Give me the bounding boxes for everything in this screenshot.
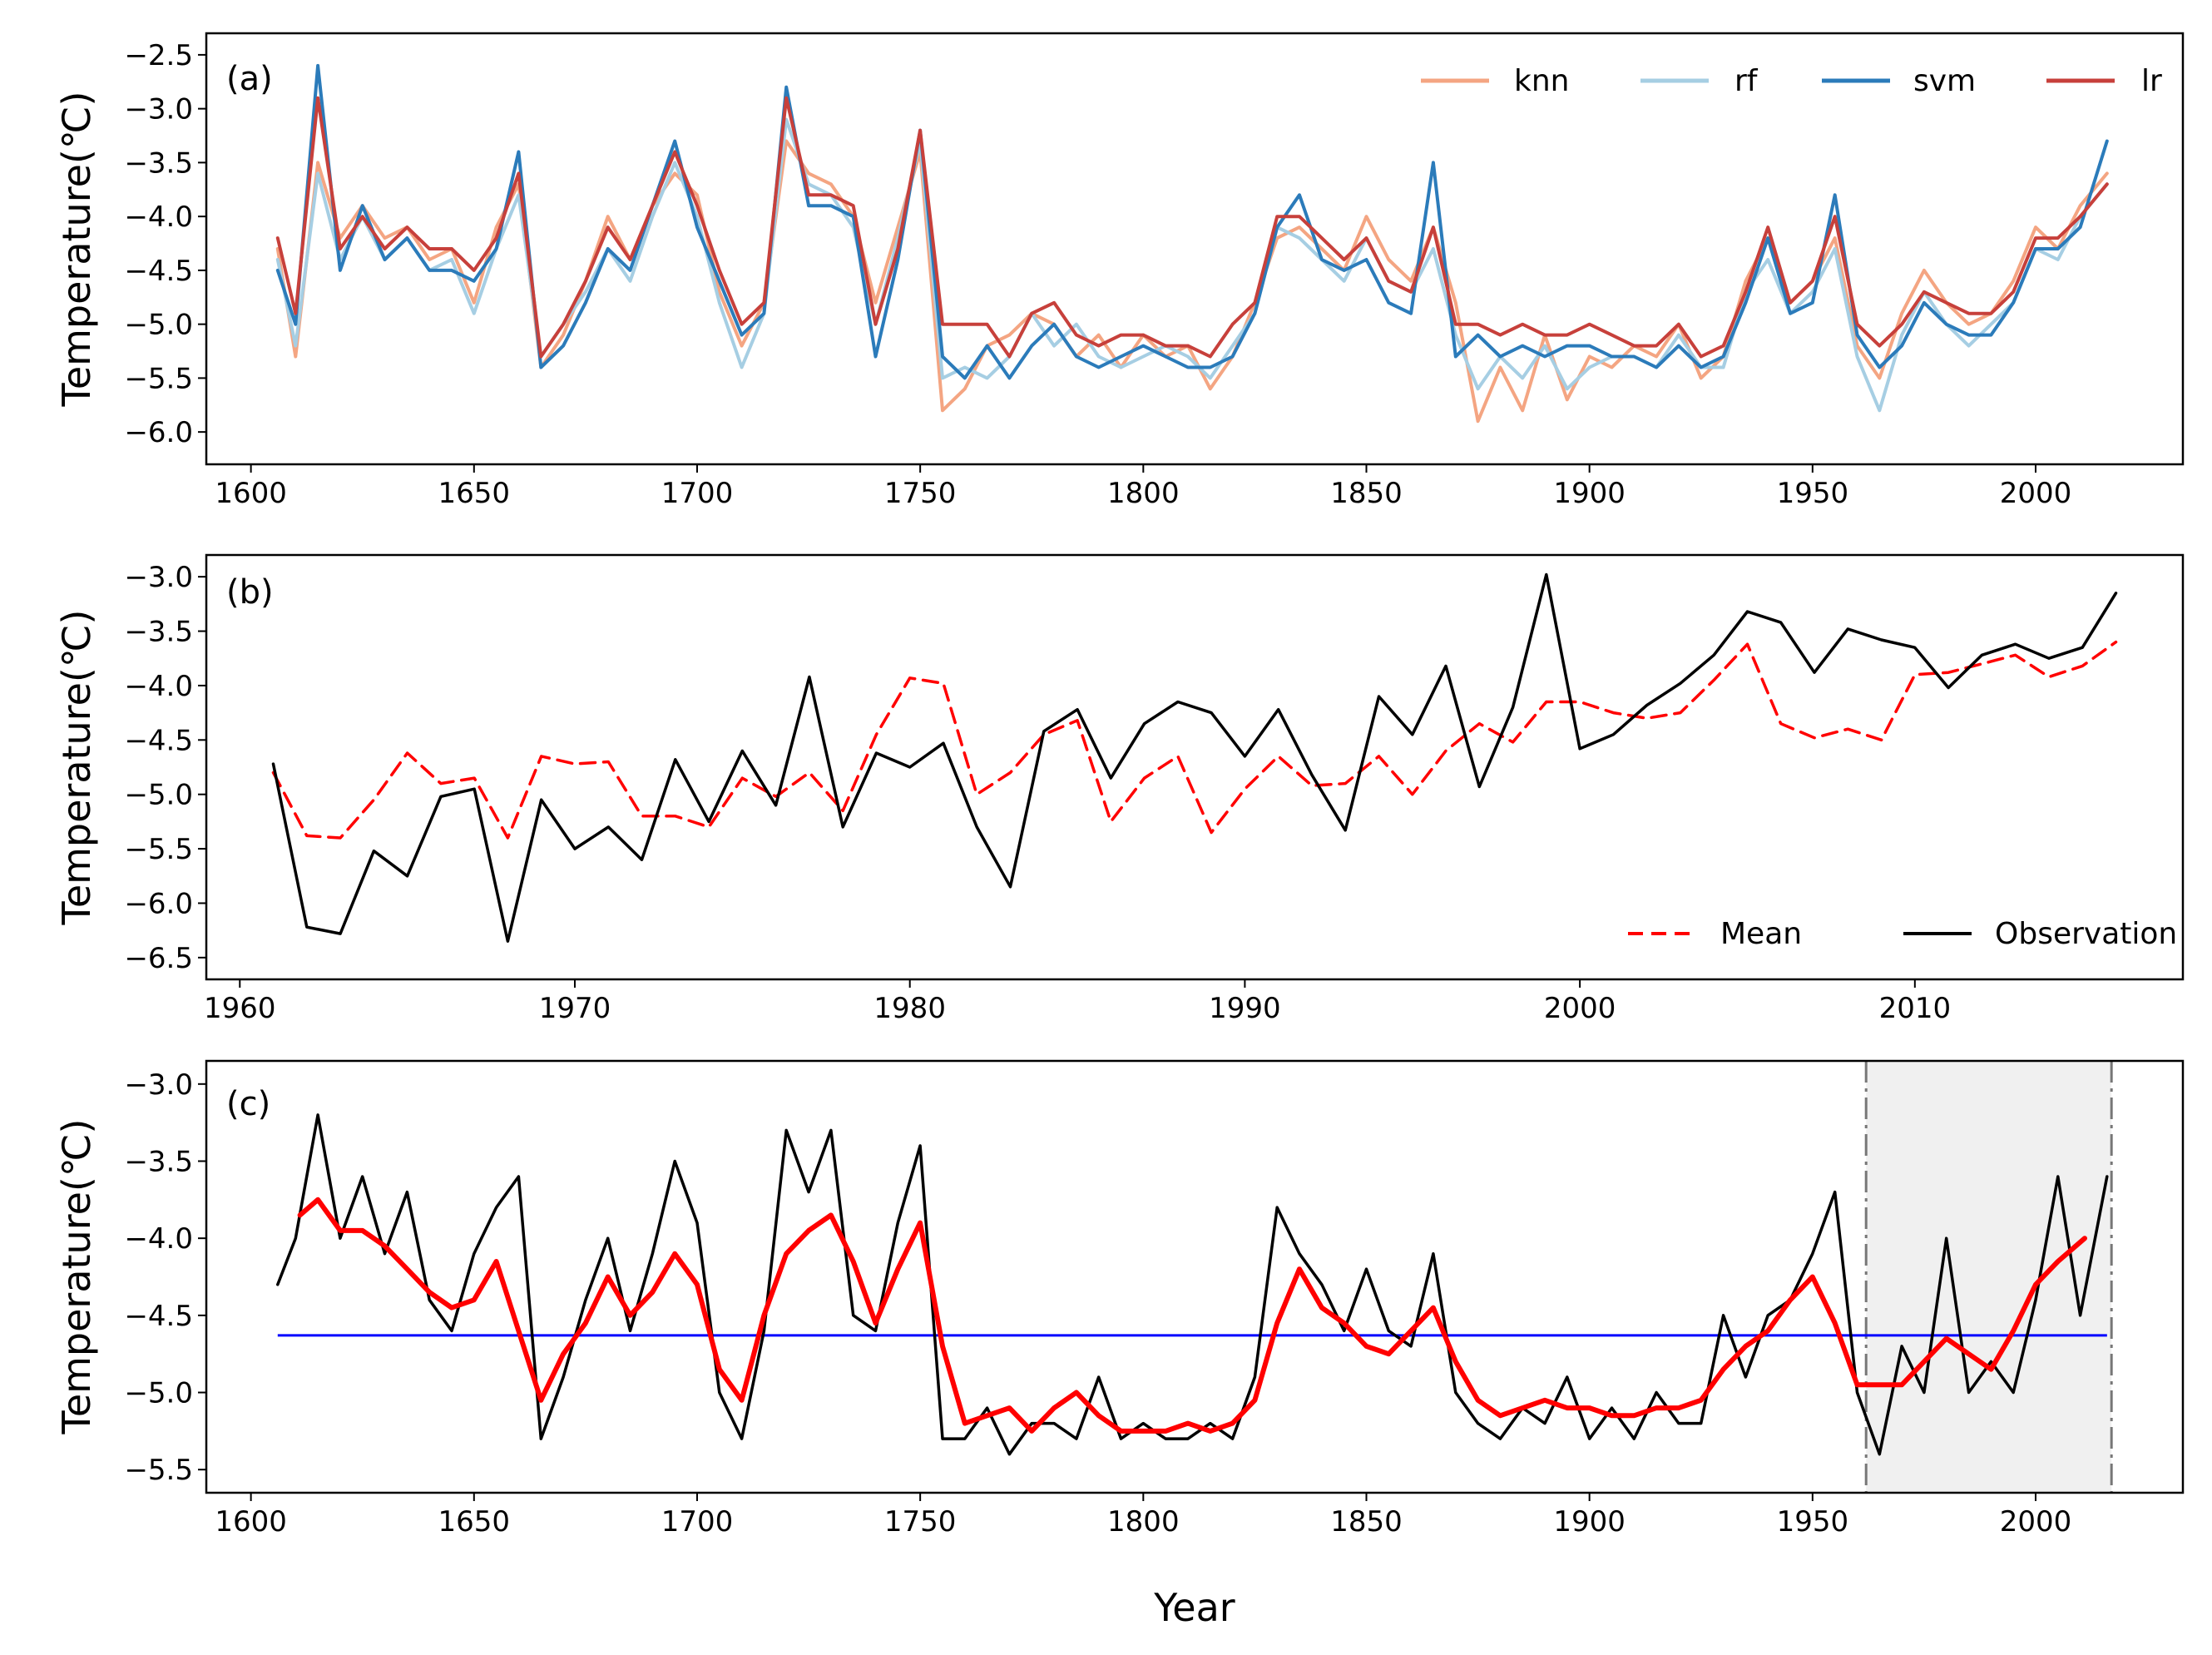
panel-a-legend: knn rf svm lr (1421, 64, 2162, 98)
x-tick-label: 1600 (215, 477, 287, 510)
y-tick-label: −4.5 (124, 1300, 193, 1333)
x-tick-label: 1650 (438, 477, 511, 510)
x-tick-label: 1750 (884, 477, 957, 510)
x-tick-label: 1650 (438, 1505, 511, 1539)
panel-b-y-axis-label: Temperature(℃) (54, 610, 99, 926)
panel-b-series (271, 572, 2118, 943)
x-tick-label: 1950 (1777, 1505, 1849, 1539)
x-tick-label: 1900 (1553, 1505, 1626, 1539)
y-tick-label: −5.5 (124, 1454, 193, 1487)
panel-c-shaded-period (1866, 1061, 2112, 1493)
x-tick-label: 1960 (204, 992, 276, 1025)
x-tick-label: 2000 (2000, 477, 2072, 510)
x-tick-label: 1800 (1107, 477, 1180, 510)
x-tick-label: 1750 (884, 1505, 957, 1539)
x-tick-label: 2010 (1879, 992, 1952, 1025)
x-tick-label: 1700 (661, 477, 734, 510)
legend-rf-label: rf (1734, 64, 1759, 98)
legend-observation-label: Observation (1995, 917, 2177, 951)
series-line-reconstruction (276, 1113, 2109, 1456)
legend-mean-label: Mean (1720, 917, 1802, 951)
y-tick-label: −3.0 (124, 561, 193, 594)
series-line-lr (275, 96, 2109, 359)
legend-lr-label: lr (2141, 64, 2162, 98)
y-tick-label: −4.0 (124, 201, 193, 234)
series-line-smoothed (297, 1197, 2087, 1434)
panel-a-series (275, 63, 2109, 424)
x-tick-label: 1900 (1553, 477, 1626, 510)
panel-c-ticks: 1600 1650 1700 1750 1800 1850 1900 1950 2000 −5.5… (124, 1068, 2071, 1539)
x-tick-label: 1800 (1107, 1505, 1180, 1539)
panel-c: 1600 1650 1700 1750 1800 1850 1900 1950 2000 −5.5… (54, 1059, 2185, 1539)
x-tick-label: 1600 (215, 1505, 287, 1539)
y-tick-label: −5.5 (124, 362, 193, 395)
y-tick-label: −3.0 (124, 1068, 193, 1102)
y-tick-label: −6.0 (124, 887, 193, 920)
panel-b-frame (205, 553, 2185, 981)
panel-a-label: (a) (226, 60, 273, 98)
y-tick-label: −4.5 (124, 724, 193, 757)
x-tick-label: 1850 (1330, 477, 1403, 510)
x-tick-label: 1980 (873, 992, 946, 1025)
x-tick-label: 1970 (539, 992, 611, 1025)
y-tick-label: −6.5 (124, 942, 193, 975)
legend-knn-label: knn (1514, 64, 1569, 98)
y-tick-label: −2.5 (124, 39, 193, 72)
y-tick-label: −3.5 (124, 146, 193, 180)
x-tick-label: 1700 (661, 1505, 734, 1539)
panel-c-label: (c) (226, 1085, 270, 1123)
panel-a-ticks: 1600 1650 1700 1750 1800 1850 1900 1950 2000 −6.0… (124, 39, 2071, 510)
y-tick-label: −6.0 (124, 416, 193, 449)
y-tick-label: −5.0 (124, 309, 193, 342)
panel-a-y-axis-label: Temperature(℃) (54, 92, 99, 408)
legend-svm-label: svm (1913, 64, 1976, 98)
panel-b-label: (b) (226, 573, 274, 612)
panel-c-frame (205, 1059, 2185, 1494)
y-tick-label: −5.5 (124, 833, 193, 866)
x-tick-label: 2000 (1544, 992, 1616, 1025)
panel-c-series (276, 1113, 2109, 1456)
y-tick-label: −3.0 (124, 93, 193, 126)
x-tick-label: 1950 (1777, 477, 1849, 510)
panel-b-legend: Mean Observation (1628, 917, 2177, 951)
y-tick-label: −3.5 (124, 1145, 193, 1178)
y-tick-label: −4.5 (124, 255, 193, 288)
series-line-observation (271, 572, 2118, 943)
y-tick-label: −5.0 (124, 1377, 193, 1410)
series-line-svm (275, 63, 2109, 380)
y-tick-label: −4.0 (124, 670, 193, 703)
panel-b-ticks: 1960 1970 1980 1990 2000 2010 −6.5 −6.0 −5.5 −5.0… (124, 561, 1951, 1025)
y-tick-label: −3.5 (124, 616, 193, 649)
panel-b: 1960 1970 1980 1990 2000 2010 −6.5 −6.0 −5.5 −5.0… (54, 553, 2185, 1025)
panel-c-y-axis-label: Temperature(℃) (54, 1119, 99, 1435)
panel-a-frame (205, 32, 2185, 466)
y-tick-label: −5.0 (124, 779, 193, 812)
x-tick-label: 1990 (1209, 992, 1281, 1025)
y-tick-label: −4.0 (124, 1222, 193, 1256)
series-line-rf (275, 117, 2109, 413)
x-tick-label: 2000 (2000, 1505, 2072, 1539)
x-axis-title: Year (1153, 1585, 1235, 1630)
panel-a: 1600 1650 1700 1750 1800 1850 1900 1950 2000 −6.0… (54, 32, 2185, 510)
x-tick-label: 1850 (1330, 1505, 1403, 1539)
series-line-mean (271, 640, 2118, 840)
